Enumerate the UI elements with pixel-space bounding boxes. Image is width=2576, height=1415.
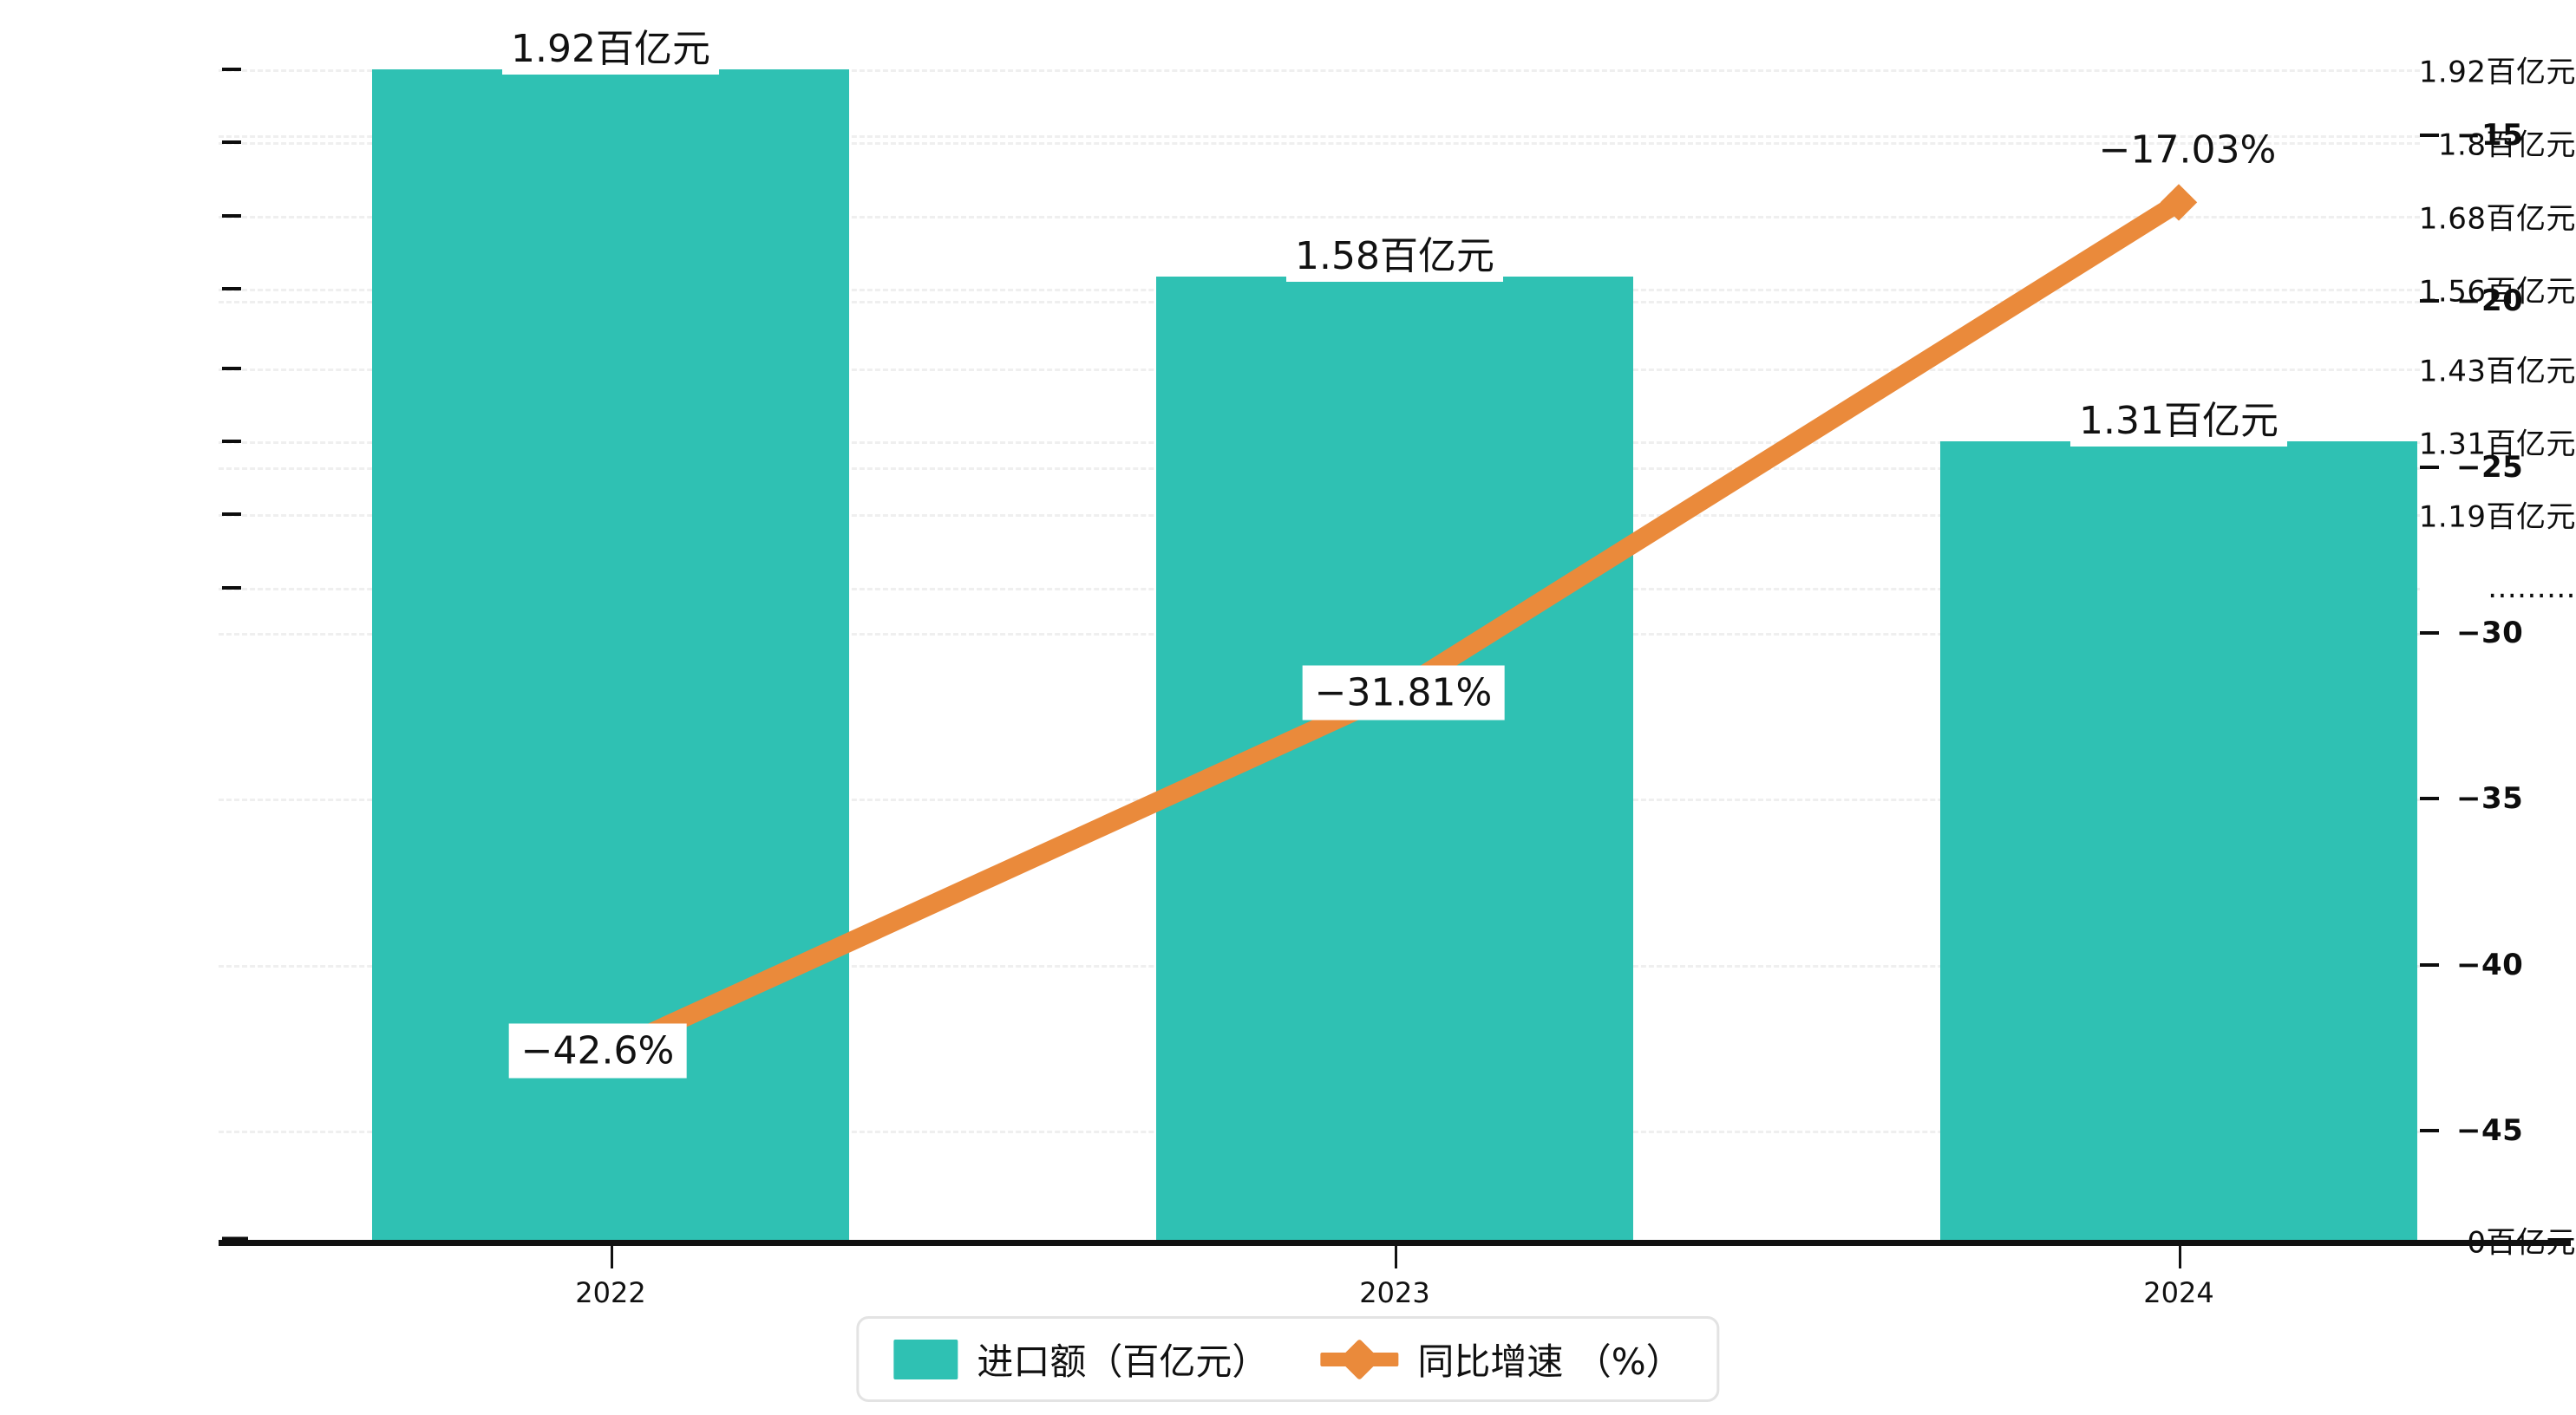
gridline — [219, 134, 2420, 138]
left-y-tick-mark — [222, 287, 241, 291]
left-y-tick-label: 1.92百亿元 — [2418, 55, 2576, 90]
bar-value-label: 1.58百亿元 — [1286, 223, 1503, 283]
right-y-tick-label: −35 — [2456, 781, 2524, 817]
left-y-tick-label: 1.8百亿元 — [2437, 127, 2576, 163]
left-y-tick-label: 1.43百亿元 — [2418, 354, 2576, 389]
left-y-tick-mark — [222, 213, 241, 218]
right-y-tick-label: −40 — [2456, 947, 2524, 982]
legend-item-import-amount[interactable]: 进口额（百亿元） — [893, 1333, 1268, 1386]
gridline — [219, 142, 2420, 146]
left-y-tick-label: 1.31百亿元 — [2418, 427, 2576, 462]
bar[interactable] — [1156, 277, 1633, 1240]
right-y-tick-mark — [2420, 133, 2439, 137]
bar-value-label: 1.92百亿元 — [502, 16, 719, 75]
right-y-tick-mark — [2420, 797, 2439, 801]
left-y-tick-mark — [222, 585, 241, 590]
legend-label-yoy-growth: 同比增速 （%） — [1417, 1340, 1683, 1383]
line-value-label: −17.03% — [2098, 127, 2277, 173]
x-axis-tick-label: 2022 — [575, 1276, 646, 1309]
right-y-tick-mark — [2420, 1129, 2439, 1133]
right-y-tick-mark — [2420, 299, 2439, 303]
bar[interactable] — [1940, 440, 2417, 1240]
legend-item-yoy-growth[interactable]: 同比增速 （%） — [1320, 1333, 1683, 1386]
x-axis-tick-mark — [1395, 1246, 1397, 1268]
legend-label-import-amount: 进口额（百亿元） — [977, 1340, 1269, 1383]
right-y-tick-mark — [2420, 962, 2439, 967]
left-y-axis — [0, 0, 219, 1415]
right-y-tick-label: −30 — [2456, 616, 2524, 650]
right-y-tick-label: −45 — [2456, 1113, 2524, 1149]
x-axis-tick-label: 2023 — [1359, 1276, 1430, 1309]
left-y-tick-label: ......... — [2488, 570, 2576, 605]
right-y-tick-label: −25 — [2456, 449, 2524, 485]
left-y-tick-mark — [222, 366, 241, 370]
right-y-tick-mark — [2420, 465, 2439, 469]
left-y-tick-mark — [222, 512, 241, 517]
x-axis-tick-mark — [2179, 1246, 2181, 1268]
chart-legend[interactable]: 进口额（百亿元） 同比增速 （%） — [856, 1316, 1720, 1402]
left-y-tick-label: 1.56百亿元 — [2418, 274, 2576, 310]
left-y-tick-mark — [222, 140, 241, 145]
right-y-tick-label: −15 — [2456, 117, 2524, 153]
legend-bar-swatch-icon — [893, 1339, 958, 1379]
line-value-label: −42.6% — [508, 1023, 687, 1079]
left-y-tick-label: 1.68百亿元 — [2418, 201, 2576, 237]
legend-line-swatch-icon — [1320, 1338, 1399, 1380]
gridline — [219, 69, 2420, 72]
x-axis-tick-label: 2024 — [2143, 1276, 2214, 1309]
left-y-tick-mark — [222, 439, 241, 443]
left-y-tick-mark — [222, 68, 241, 71]
line-value-label: −31.81% — [1302, 665, 1505, 721]
x-axis-line — [219, 1240, 2571, 1246]
right-y-tick-mark — [2420, 631, 2439, 635]
right-y-tick-label: −20 — [2456, 284, 2524, 319]
bar-value-label: 1.31百亿元 — [2070, 387, 2287, 447]
left-y-tick-label: 1.19百亿元 — [2418, 499, 2576, 535]
x-axis-tick-mark — [611, 1246, 613, 1268]
